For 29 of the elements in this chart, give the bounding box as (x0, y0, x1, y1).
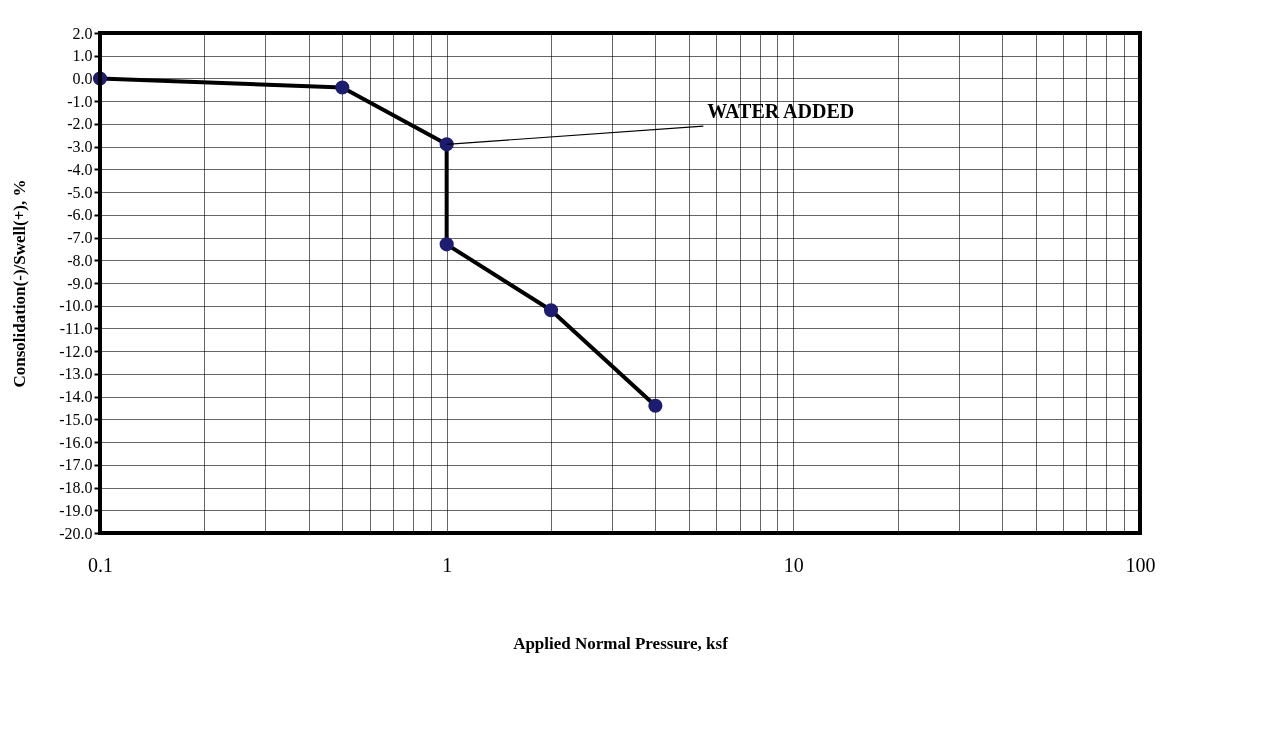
y-tick-label: -1.0 (67, 92, 93, 110)
y-tick-label: -5.0 (67, 183, 93, 201)
y-tick-label: -14.0 (59, 388, 93, 406)
y-tick-label: -9.0 (67, 274, 93, 292)
x-tick-label: 0.1 (88, 553, 113, 576)
y-tick-label: -16.0 (59, 433, 93, 451)
y-tick-label: -3.0 (67, 138, 93, 156)
y-tick-label: -13.0 (59, 365, 93, 383)
y-tick-label: -12.0 (59, 342, 93, 360)
x-axis-title: Applied Normal Pressure, ksf (513, 633, 729, 653)
y-tick-label: -2.0 (67, 115, 93, 133)
x-tick-label: 100 (1125, 553, 1156, 576)
y-tick-label: -17.0 (59, 456, 93, 474)
y-tick-label: -4.0 (67, 160, 93, 178)
y-tick-label: -7.0 (67, 229, 93, 247)
y-tick-label: -19.0 (59, 501, 93, 519)
y-tick-label: -11.0 (59, 319, 93, 337)
x-tick-label: 1 (442, 553, 453, 576)
y-tick-label: 0.0 (72, 69, 93, 87)
y-tick-label: 1.0 (72, 47, 93, 65)
y-tick-label: -15.0 (59, 410, 93, 428)
y-tick-label: -6.0 (67, 206, 93, 224)
x-tick-label: 10 (783, 553, 804, 576)
y-tick-label: -10.0 (59, 297, 93, 315)
y-tick-label: -8.0 (67, 251, 93, 269)
y-tick-label: -18.0 (59, 479, 93, 497)
y-tick-label: 2.0 (72, 24, 93, 42)
y-axis-title: Consolidation(-)/Swell(+), % (10, 179, 30, 388)
y-tick-label: -20.0 (59, 524, 93, 542)
